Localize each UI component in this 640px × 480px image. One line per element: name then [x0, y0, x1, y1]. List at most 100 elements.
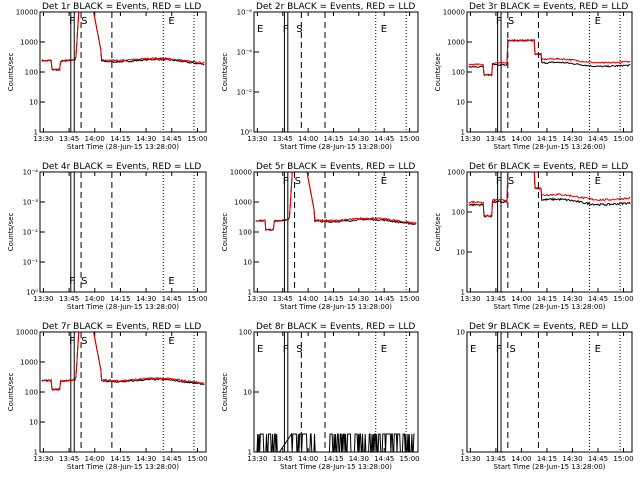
x-tick-label: 13:30 — [247, 295, 267, 303]
y-tick-label: 10 — [456, 99, 465, 107]
y-tick-label: 10⁰ — [240, 129, 252, 137]
y-tick-label: 10 — [29, 419, 38, 427]
marker-e: E — [381, 344, 387, 355]
y-axis-label: Counts/sec — [7, 373, 15, 412]
detector-panel-5: Det 5r BLACK = Events, RED = LLD 13:30 13:… — [221, 162, 420, 311]
y-tick-label: 100 — [25, 69, 38, 77]
y-tick-label: 10⁻⁶ — [237, 9, 253, 17]
y-tick-label: 100 — [239, 329, 252, 337]
marker-s: S — [296, 344, 302, 355]
x-tick-label: 14:00 — [298, 295, 318, 303]
y-tick-label: 100 — [452, 209, 465, 217]
y-tick-label: 10⁻¹ — [23, 259, 39, 267]
detector-panel-4: Det 4r BLACK = Events, RED = LLD 13:30 13:… — [7, 162, 208, 311]
x-tick-label: 14:45 — [374, 135, 394, 143]
x-axis-label: Start Time (28-Jun-15 13:26:00) — [494, 143, 606, 151]
marker-e: E — [168, 16, 174, 27]
x-tick-label: 14:30 — [349, 455, 369, 463]
x-tick-label: 14:45 — [374, 295, 394, 303]
marker-f: F — [283, 344, 289, 355]
x-tick-label: 13:30 — [33, 455, 53, 463]
plot-frame — [39, 171, 207, 293]
x-axis-label: Start Time (28-Jun-15 13:28:00) — [494, 463, 606, 471]
series-lld — [468, 39, 631, 77]
series-events — [255, 432, 415, 452]
x-tick-label: 14:15 — [110, 295, 130, 303]
y-tick-label: 10 — [243, 259, 252, 267]
x-tick-label: 14:45 — [162, 455, 182, 463]
detector-panel-8: Det 8r BLACK = Events, RED = LLD 13:30 13:… — [221, 322, 420, 471]
x-tick-label: 14:00 — [85, 135, 105, 143]
y-tick-label: 10000 — [16, 9, 38, 17]
panel-title: Det 2r BLACK = Events, RED = LLD — [256, 2, 415, 12]
marker-e: E — [168, 336, 174, 347]
x-tick-label: 14:15 — [537, 135, 557, 143]
series-lld — [41, 332, 205, 392]
series-lld — [255, 172, 417, 232]
plot-frame — [253, 11, 419, 133]
series-events — [468, 172, 631, 218]
x-tick-label: 14:00 — [511, 135, 531, 143]
panel-title: Det 7r BLACK = Events, RED = LLD — [42, 322, 201, 332]
x-tick-label: 13:45 — [486, 295, 506, 303]
marker-s: S — [295, 176, 301, 187]
marker-e: E — [381, 176, 387, 187]
x-tick-label: 13:45 — [273, 135, 293, 143]
x-axis-label: Start Time (28-Jun-15 13:28:00) — [280, 303, 392, 311]
x-tick-label: 15:00 — [399, 135, 419, 143]
plot-frame — [39, 11, 207, 133]
series-lld — [468, 172, 631, 218]
y-tick-label: 10000 — [16, 329, 38, 337]
detector-panel-3: Det 3r BLACK = Events, RED = LLD 13:30 13:… — [434, 2, 634, 151]
x-tick-label: 14:30 — [562, 455, 582, 463]
y-tick-label: 10 — [243, 389, 252, 397]
y-tick-label: 10⁻² — [237, 89, 253, 97]
panel-title: Det 3r BLACK = Events, RED = LLD — [469, 2, 628, 12]
y-axis-label: Counts/sec — [221, 373, 229, 412]
detector-panel-7: Det 7r BLACK = Events, RED = LLD 13:30 13:… — [7, 322, 208, 471]
marker-f: F — [496, 344, 502, 355]
detector-panel-6: Det 6r BLACK = Events, RED = LLD 13:30 13:… — [434, 162, 634, 311]
x-tick-label: 14:15 — [323, 455, 343, 463]
x-axis-label: Start Time (28-Jun-15 13:28:00) — [280, 143, 392, 151]
x-tick-label: 14:45 — [588, 135, 608, 143]
y-axis-label: Counts/sec — [434, 53, 442, 92]
x-tick-label: 15:00 — [187, 295, 207, 303]
x-axis-label: Start Time (28-Jun-15 13:28:00) — [280, 463, 392, 471]
y-tick-label: 10⁰ — [26, 289, 38, 297]
x-tick-label: 14:30 — [136, 135, 156, 143]
x-tick-label: 14:15 — [110, 455, 130, 463]
y-tick-label: 1 — [248, 289, 252, 297]
x-tick-label: 14:30 — [562, 135, 582, 143]
x-tick-label: 13:45 — [273, 455, 293, 463]
y-axis-label: Counts/sec — [7, 213, 15, 252]
x-tick-label: 15:00 — [187, 455, 207, 463]
x-tick-label: 14:45 — [162, 295, 182, 303]
x-tick-label: 15:00 — [399, 295, 419, 303]
panel-title: Det 9r BLACK = Events, RED = LLD — [469, 322, 628, 332]
x-tick-label: 13:45 — [486, 135, 506, 143]
panel-title: Det 4r BLACK = Events, RED = LLD — [42, 162, 201, 172]
x-tick-label: 13:45 — [273, 295, 293, 303]
x-tick-label: 14:15 — [323, 295, 343, 303]
x-tick-label: 14:45 — [588, 455, 608, 463]
y-tick-label: 10⁻⁴ — [237, 49, 253, 57]
marker-e: E — [470, 344, 476, 355]
y-tick-label: 1000 — [234, 199, 252, 207]
x-tick-label: 15:00 — [613, 295, 633, 303]
x-tick-label: 15:00 — [613, 455, 633, 463]
marker-e: E — [381, 24, 387, 35]
x-tick-label: 13:30 — [247, 455, 267, 463]
y-tick-label: 100 — [452, 69, 465, 77]
marker-f: F — [69, 336, 75, 347]
x-tick-label: 14:30 — [136, 295, 156, 303]
y-tick-label: 1000 — [20, 359, 38, 367]
y-tick-label: 100 — [25, 389, 38, 397]
marker-s: S — [508, 176, 514, 187]
marker-e: E — [595, 16, 601, 27]
series-events — [468, 38, 631, 77]
y-tick-label: 1000 — [20, 39, 38, 47]
detector-panel-9: Det 9r BLACK = Events, RED = LLD 13:30 13:… — [456, 322, 634, 471]
x-tick-label: 14:00 — [298, 455, 318, 463]
y-tick-label: 1 — [461, 289, 465, 297]
